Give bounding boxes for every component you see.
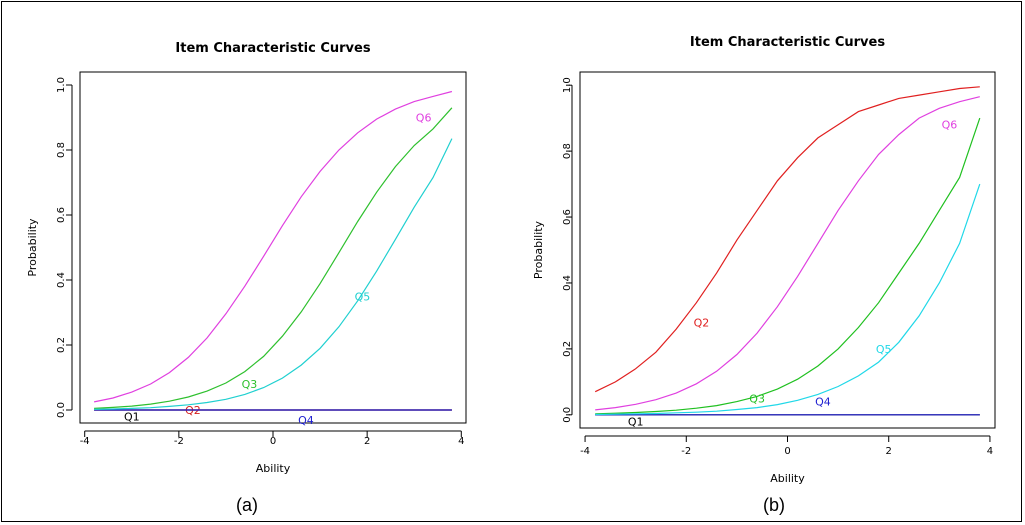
x-tick-label: 0 — [784, 446, 790, 457]
y-axis-label: Probability — [26, 218, 39, 277]
y-tick-label: 0.8 — [56, 142, 67, 158]
x-tick-label: -4 — [80, 436, 90, 447]
plot-box — [579, 71, 996, 429]
y-tick-label: 0.2 — [56, 337, 67, 353]
x-axis-label: Ability — [770, 472, 805, 485]
series-line-q6 — [595, 96, 980, 411]
y-tick-label: 0.6 — [562, 209, 573, 225]
caption-a: (a) — [236, 495, 258, 515]
chart-a: Item Characteristic Curves -4 -2 0 2 4 0.0 0.2 0… — [26, 41, 467, 475]
y-tick-label: 0.4 — [56, 272, 67, 288]
y-tick-label: 0.6 — [56, 207, 67, 223]
series-label-q3: Q3 — [242, 378, 258, 391]
chart-b: Item Characteristic Curves -4 -2 0 2 4 0.0 0.2 0… — [532, 35, 996, 485]
y-tick-label: 1.0 — [56, 77, 67, 93]
series-label-q6: Q6 — [942, 119, 958, 132]
x-tick-label: 4 — [987, 446, 993, 457]
series-label-q1: Q1 — [124, 411, 140, 424]
series-label-q4: Q4 — [298, 414, 314, 427]
caption-b: (b) — [763, 495, 785, 515]
series-label-q4: Q4 — [815, 396, 831, 409]
chart-title: Item Characteristic Curves — [690, 35, 885, 50]
y-tick-label: 0.8 — [562, 143, 573, 159]
plot-box — [79, 71, 467, 424]
series-line-q5 — [595, 183, 981, 416]
x-tick-label: -4 — [580, 446, 590, 457]
series-line-q3 — [595, 117, 981, 415]
x-tick-label: 2 — [364, 436, 370, 447]
x-axis-label: Ability — [256, 462, 291, 475]
series-line-q5 — [94, 138, 453, 410]
series-label-q1: Q1 — [628, 415, 644, 428]
y-tick-label: 1.0 — [562, 77, 573, 93]
y-axis-label: Probability — [532, 220, 545, 279]
chart-title: Item Characteristic Curves — [175, 41, 370, 56]
x-tick-label: 0 — [270, 436, 276, 447]
y-tick-label: 0.2 — [562, 341, 573, 357]
series-label-q5: Q5 — [876, 343, 892, 356]
y-tick-label: 0.0 — [562, 407, 573, 423]
x-tick-label: 4 — [458, 436, 464, 447]
series-line-q2 — [594, 86, 980, 393]
x-tick-label: 2 — [886, 446, 892, 457]
x-tick-label: -2 — [681, 446, 691, 457]
series-line-q3 — [94, 107, 453, 409]
series-label-q3: Q3 — [749, 392, 765, 405]
x-tick-label: -2 — [174, 436, 184, 447]
series-label-q5: Q5 — [355, 290, 371, 303]
series-label-q2: Q2 — [694, 317, 710, 330]
y-tick-label: 0.0 — [56, 402, 67, 418]
series-label-q6: Q6 — [416, 112, 432, 125]
y-tick-label: 0.4 — [562, 275, 573, 291]
series-line-q6 — [93, 90, 453, 403]
